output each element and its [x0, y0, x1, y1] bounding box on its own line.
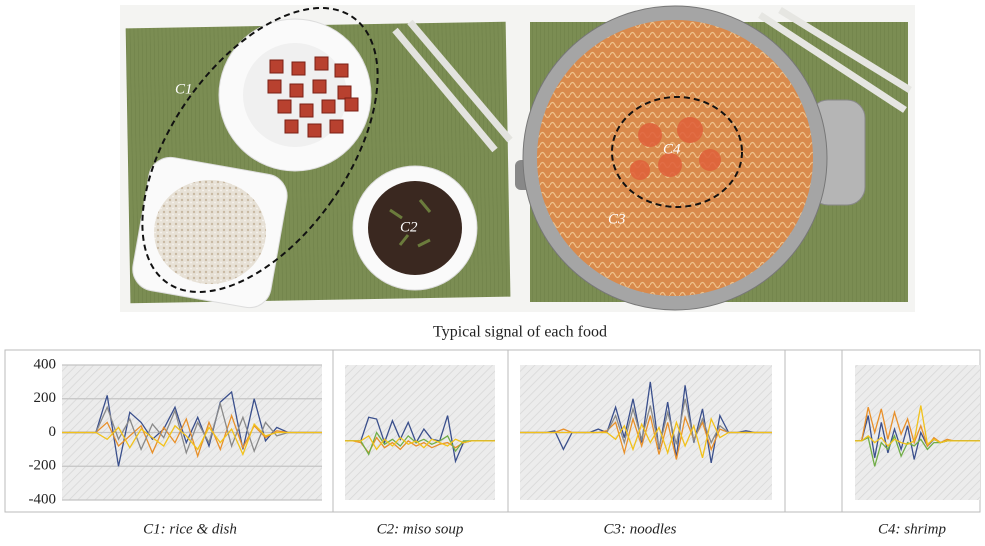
y-tick-label: 400 [34, 356, 57, 372]
signal-panels: 400 200 0 -200 -400 C1: rice & dish C2: miso s… [29, 350, 981, 537]
plot-area [345, 365, 495, 500]
photo-label: C2 [400, 219, 418, 235]
photo-label: C1 [175, 81, 193, 97]
figure: C1 C2 C4 C3 Typical signal of each food … [0, 0, 985, 546]
photo-label: C3 [608, 211, 626, 227]
y-tick-label: -400 [29, 491, 57, 507]
panel-label: C4: shrimp [878, 521, 946, 537]
y-tick-label: 0 [49, 424, 57, 440]
page: C1 C2 C4 C3 Typical signal of each food … [0, 0, 985, 546]
panel-label: C2: miso soup [377, 521, 464, 537]
photo-right: C4 C3 [515, 5, 915, 312]
panel-label: C1: rice & dish [143, 521, 237, 537]
panel-label: C3: noodles [604, 521, 677, 537]
photo-left: C1 C2 [95, 0, 515, 333]
photo-label: C4 [663, 141, 681, 157]
y-tick-label: 200 [34, 390, 57, 406]
caption: Typical signal of each food [433, 324, 607, 341]
y-tick-label: -200 [29, 458, 57, 474]
